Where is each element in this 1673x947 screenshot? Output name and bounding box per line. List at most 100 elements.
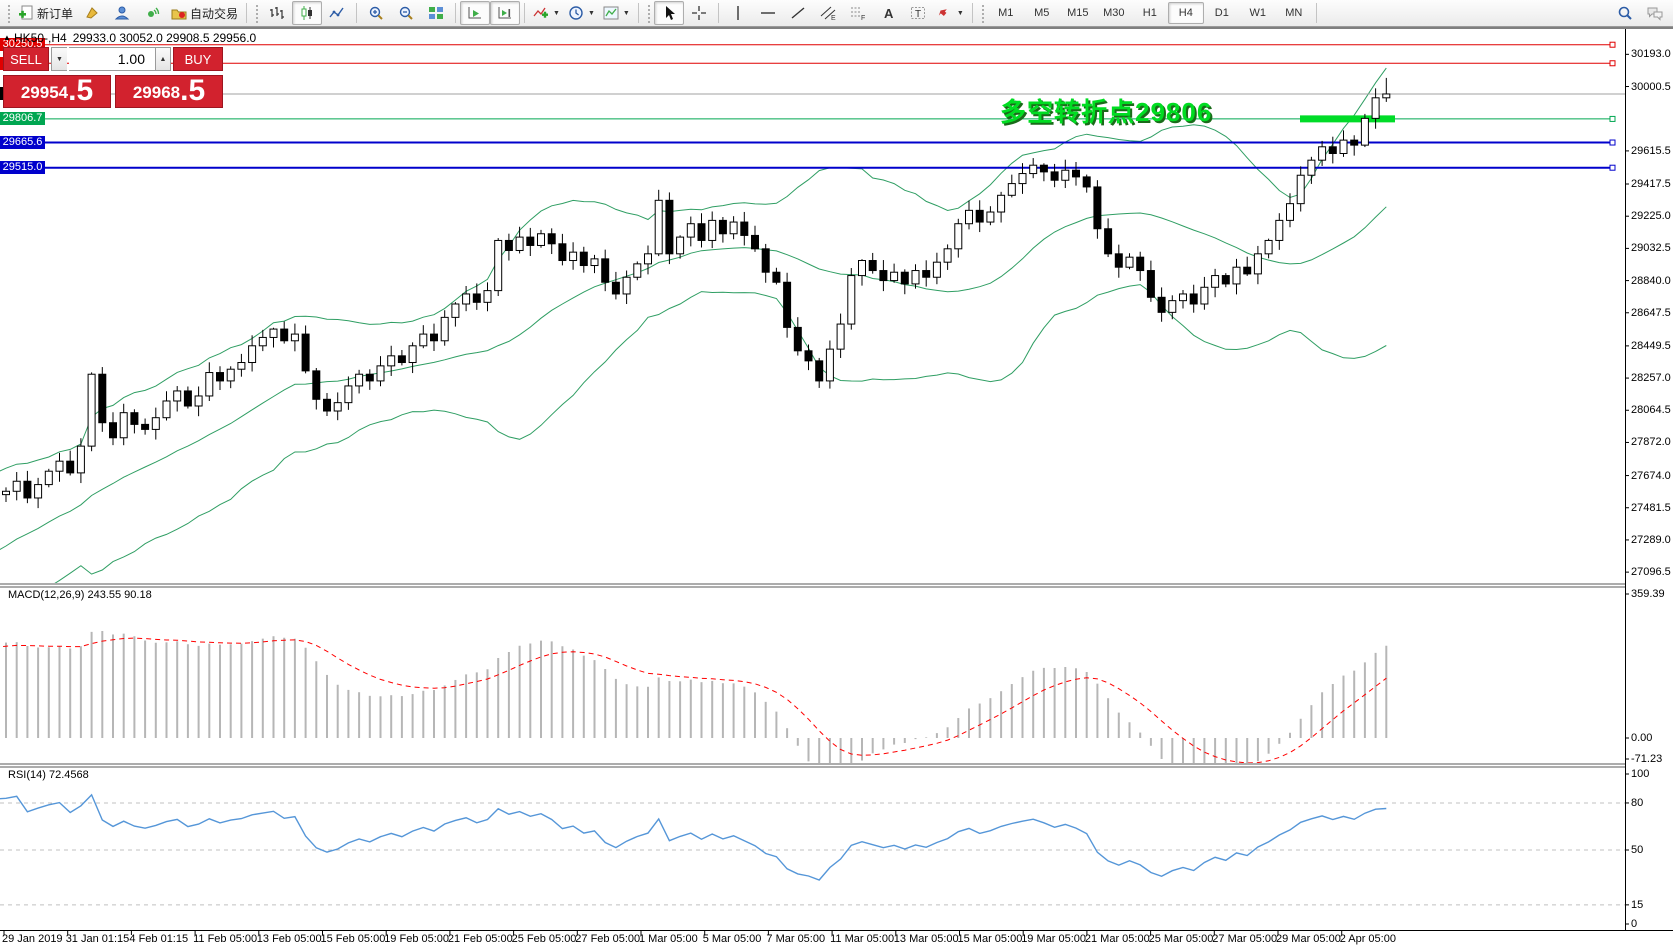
timeframe-button-h4[interactable]: H4 bbox=[1167, 2, 1204, 24]
hline-icon bbox=[760, 5, 776, 21]
shift-icon bbox=[497, 5, 513, 21]
zoom-in-button[interactable] bbox=[361, 1, 391, 25]
timeframe-button-m30[interactable]: M30 bbox=[1103, 7, 1125, 19]
zoom-out-button[interactable] bbox=[391, 1, 421, 25]
horizontal-line-button[interactable] bbox=[753, 1, 783, 25]
bar-chart-button[interactable] bbox=[262, 1, 292, 25]
dropdown-caret-icon[interactable]: ▼ bbox=[622, 9, 630, 17]
pane-frames bbox=[0, 29, 1673, 935]
macd-indicator-label: MACD(12,26,9) 243.55 90.18 bbox=[8, 589, 152, 601]
arrows-button[interactable]: ▼ bbox=[933, 1, 968, 25]
chart-window-border bbox=[0, 27, 1673, 29]
toolbar-separator bbox=[356, 3, 358, 23]
chat-button[interactable] bbox=[1640, 1, 1670, 25]
new-order-button-label: 新订单 bbox=[37, 6, 74, 21]
line-anchor-marker bbox=[1609, 41, 1616, 48]
cursor-icon bbox=[661, 5, 677, 21]
crosshair-button[interactable] bbox=[684, 1, 714, 25]
vertical-line-button[interactable] bbox=[723, 1, 753, 25]
label-icon: T bbox=[910, 5, 926, 21]
cursor-button[interactable] bbox=[653, 1, 684, 25]
profile-icon bbox=[114, 5, 130, 21]
styles-button[interactable] bbox=[77, 1, 107, 25]
buy-button[interactable]: BUY bbox=[173, 47, 223, 71]
text-button[interactable]: A bbox=[873, 1, 903, 25]
rsi-gridlines bbox=[0, 802, 1625, 906]
toolbar-right-icons bbox=[1610, 1, 1670, 25]
main-toolbar: 新订单 自动交易 ▼ ▼ ▼ E F A T ▼ M1 M5 M15 M30 H1 H4 D1 W1 MN bbox=[0, 0, 1673, 27]
fibonacci-button[interactable]: F bbox=[843, 1, 873, 25]
sell-price-box[interactable]: 29954.5 bbox=[3, 75, 111, 108]
sell-button[interactable]: SELL bbox=[3, 47, 49, 71]
price-level-lines[interactable] bbox=[0, 41, 1625, 171]
indicators-button[interactable]: ▼ bbox=[529, 1, 564, 25]
templates-icon bbox=[603, 5, 619, 21]
channel-button[interactable]: E bbox=[813, 1, 843, 25]
bars-icon bbox=[269, 5, 285, 21]
volume-input[interactable] bbox=[69, 47, 155, 71]
dropdown-caret-icon[interactable]: ▼ bbox=[587, 9, 595, 17]
timeframe-button-h1[interactable]: H1 bbox=[1142, 7, 1157, 19]
chart-symbol-period: HK50-,H4 bbox=[14, 31, 67, 45]
line-anchor-marker bbox=[1609, 115, 1616, 122]
buy-price-box[interactable]: 29968.5 bbox=[115, 75, 223, 108]
toolbar-separator bbox=[455, 3, 457, 23]
profile-button[interactable] bbox=[107, 1, 137, 25]
dropdown-caret-icon[interactable]: ▼ bbox=[553, 9, 560, 17]
signals-button[interactable] bbox=[137, 1, 167, 25]
zoom-out-icon bbox=[398, 5, 414, 21]
bollinger-upper-band bbox=[0, 67, 1387, 472]
timeframe-button-m15[interactable]: M15 bbox=[1067, 7, 1089, 19]
auto-scroll-button[interactable] bbox=[460, 1, 491, 25]
timeframe-button-d1[interactable]: D1 bbox=[1214, 7, 1229, 19]
svg-text:T: T bbox=[915, 9, 921, 20]
candles-icon bbox=[299, 5, 315, 21]
search-button[interactable] bbox=[1610, 1, 1640, 25]
chart-ohlc-values: 29933.0 30052.0 29908.5 29956.0 bbox=[72, 31, 257, 45]
fibo-icon: F bbox=[850, 5, 866, 21]
sell-price-main: 29954 bbox=[20, 83, 69, 102]
svg-text:A: A bbox=[884, 6, 894, 21]
text-label-button[interactable]: T bbox=[903, 1, 933, 25]
new-order-button[interactable]: 新订单 bbox=[14, 1, 77, 25]
trendline-button[interactable] bbox=[783, 1, 813, 25]
toolbar-gripper bbox=[645, 3, 651, 23]
toolbar-gripper bbox=[6, 3, 11, 23]
dropdown-caret-icon[interactable]: ▼ bbox=[956, 9, 964, 17]
toolbar-gripper bbox=[254, 3, 260, 23]
tile-icon bbox=[428, 5, 444, 21]
candlestick-chart-button[interactable] bbox=[292, 1, 323, 25]
chat-icon bbox=[1647, 5, 1663, 21]
chart-shift-button[interactable] bbox=[490, 1, 521, 25]
text-icon: A bbox=[880, 5, 896, 21]
one-click-collapse-arrow[interactable]: ▲ bbox=[3, 33, 11, 42]
periods-icon bbox=[568, 5, 584, 21]
buy-price-fraction: .5 bbox=[180, 74, 206, 107]
periods-button[interactable]: ▼ bbox=[564, 1, 599, 25]
auto-trading-button[interactable]: 自动交易 bbox=[167, 1, 242, 25]
templates-button[interactable]: ▼ bbox=[599, 1, 634, 25]
crosshair-icon bbox=[691, 5, 707, 21]
timeframe-button-mn[interactable]: MN bbox=[1285, 7, 1303, 19]
sell-price-fraction: .5 bbox=[68, 74, 94, 107]
chart-text-annotation: 多空转折点29806 bbox=[1000, 97, 1213, 127]
timeframe-button-w1[interactable]: W1 bbox=[1249, 7, 1267, 19]
search-icon bbox=[1617, 5, 1633, 21]
timeframe-button-m1[interactable]: M1 bbox=[998, 7, 1014, 19]
toolbar-separator bbox=[246, 3, 248, 23]
volume-increase-button[interactable]: ▲ bbox=[155, 47, 171, 71]
arrows-icon bbox=[937, 5, 953, 21]
auto-trading-button-label: 自动交易 bbox=[190, 6, 239, 21]
trendline-icon bbox=[790, 5, 806, 21]
tile-windows-button[interactable] bbox=[421, 1, 451, 25]
toolbar-separator bbox=[524, 3, 526, 23]
timeframe-button-m5[interactable]: M5 bbox=[1034, 7, 1050, 19]
volume-decrease-button[interactable]: ▼ bbox=[51, 47, 67, 71]
line-anchor-marker bbox=[1609, 60, 1616, 67]
buy-price-main: 29968 bbox=[132, 83, 181, 102]
styles-icon bbox=[84, 5, 100, 21]
line-chart-button[interactable] bbox=[322, 1, 352, 25]
toolbar-separator bbox=[637, 3, 639, 23]
macd-signal-line bbox=[0, 637, 1387, 763]
